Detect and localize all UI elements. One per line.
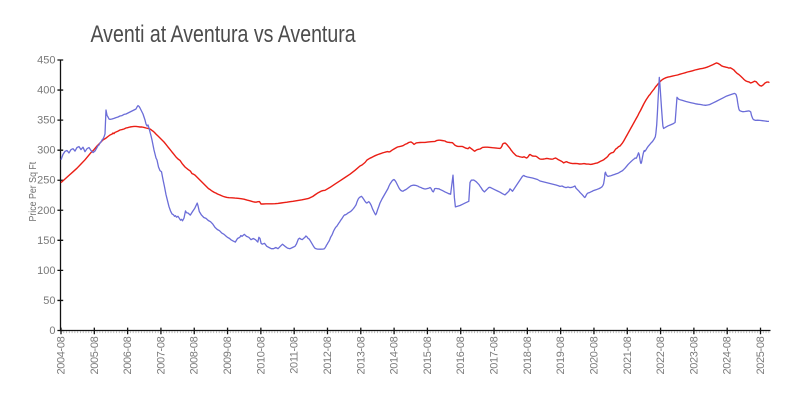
svg-text:2013-08: 2013-08 — [355, 336, 367, 374]
svg-text:2004-08: 2004-08 — [56, 336, 68, 374]
svg-text:2008-08: 2008-08 — [189, 336, 201, 374]
svg-text:450: 450 — [37, 55, 55, 67]
svg-text:2007-08: 2007-08 — [155, 336, 167, 374]
svg-text:100: 100 — [37, 265, 55, 277]
svg-text:350: 350 — [37, 115, 55, 127]
svg-text:2023-08: 2023-08 — [688, 336, 700, 374]
svg-text:2015-08: 2015-08 — [422, 336, 434, 374]
svg-text:Price Per Sq Ft: Price Per Sq Ft — [28, 161, 40, 221]
svg-text:2014-08: 2014-08 — [389, 336, 401, 374]
svg-text:2017-08: 2017-08 — [489, 336, 501, 374]
svg-text:2020-08: 2020-08 — [589, 336, 601, 374]
svg-text:2009-08: 2009-08 — [222, 336, 234, 374]
svg-text:2025-08: 2025-08 — [755, 336, 767, 374]
svg-text:Aventi at Aventura vs Aventura: Aventi at Aventura vs Aventura — [91, 20, 357, 47]
svg-text:2021-08: 2021-08 — [622, 336, 634, 374]
svg-text:250: 250 — [37, 175, 55, 187]
svg-text:50: 50 — [43, 295, 55, 307]
svg-text:200: 200 — [37, 205, 55, 217]
svg-text:2011-08: 2011-08 — [289, 336, 301, 373]
svg-text:150: 150 — [37, 235, 55, 247]
svg-text:2022-08: 2022-08 — [655, 336, 667, 374]
svg-text:2006-08: 2006-08 — [122, 336, 134, 374]
svg-text:400: 400 — [37, 85, 55, 97]
svg-text:2012-08: 2012-08 — [322, 336, 334, 374]
svg-text:2018-08: 2018-08 — [522, 336, 534, 374]
svg-text:2024-08: 2024-08 — [722, 336, 734, 374]
svg-text:2016-08: 2016-08 — [455, 336, 467, 374]
svg-text:0: 0 — [49, 325, 55, 337]
svg-text:2005-08: 2005-08 — [89, 336, 101, 374]
svg-text:2019-08: 2019-08 — [555, 336, 567, 374]
svg-text:300: 300 — [37, 145, 55, 157]
svg-text:2010-08: 2010-08 — [255, 336, 267, 374]
